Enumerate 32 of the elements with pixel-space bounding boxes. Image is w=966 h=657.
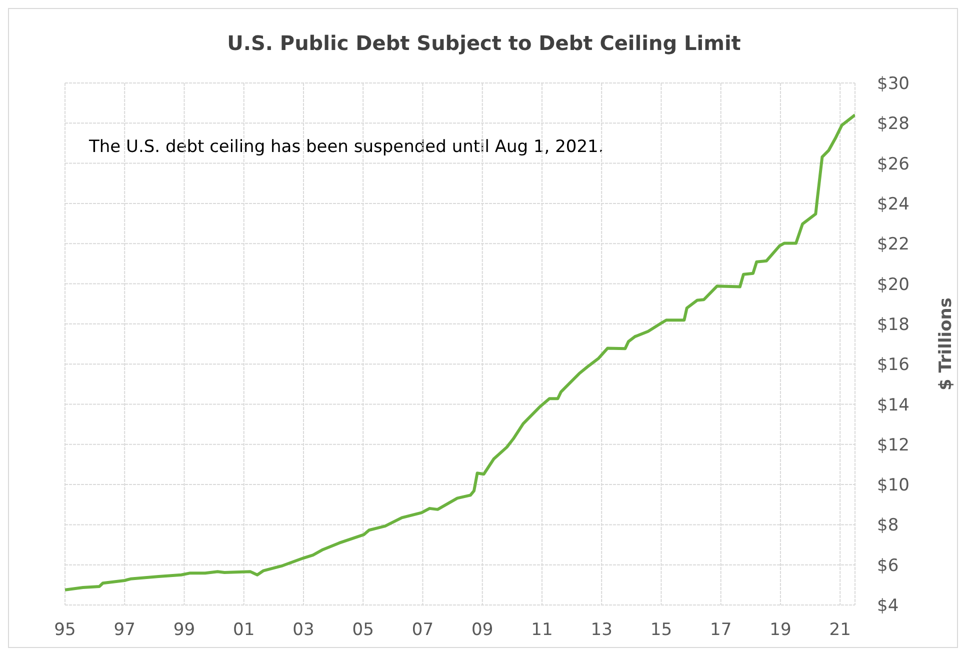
y-tick-label: $14 [877,395,910,416]
y-tick-label: $10 [877,476,910,496]
y-axis-title: $ Trillions [936,297,956,391]
y-tick-label: $16 [877,355,910,376]
x-tick-label: 07 [412,620,434,640]
y-tick-label: $12 [877,435,910,456]
x-tick-label: 21 [829,620,851,640]
y-tick-label: $26 [877,154,910,174]
x-tick-label: 99 [173,620,196,640]
y-tick-label: $20 [877,274,910,295]
x-tick-label: 09 [472,620,494,640]
y-tick-label: $8 [877,516,899,536]
y-tick-label: $28 [877,114,910,134]
y-tick-label: $30 [877,74,910,94]
x-tick-label: 17 [710,620,732,640]
y-tick-label: $18 [877,314,910,335]
y-tick-label: $6 [877,556,899,576]
x-tick-label: 19 [770,620,792,640]
x-tick-label: 11 [531,620,553,640]
annotation: The U.S. debt ceiling has been suspended until Aug 1, 2021. [89,137,604,157]
line-series [65,113,855,592]
x-tick-label: 15 [650,620,672,640]
x-tick-label: 03 [292,620,314,640]
chart-title: U.S. Public Debt Subject to Debt Ceiling Limit [226,31,742,55]
x-tick-label: 95 [54,620,76,640]
x-tick-label: 13 [590,620,612,640]
x-tick-label: 01 [233,620,255,640]
y-tick-label: $24 [877,194,910,214]
y-tick-label: $4 [877,596,899,616]
y-tick-label: $22 [877,234,910,255]
x-tick-label: 97 [114,620,136,640]
x-tick-label: 05 [352,620,374,640]
